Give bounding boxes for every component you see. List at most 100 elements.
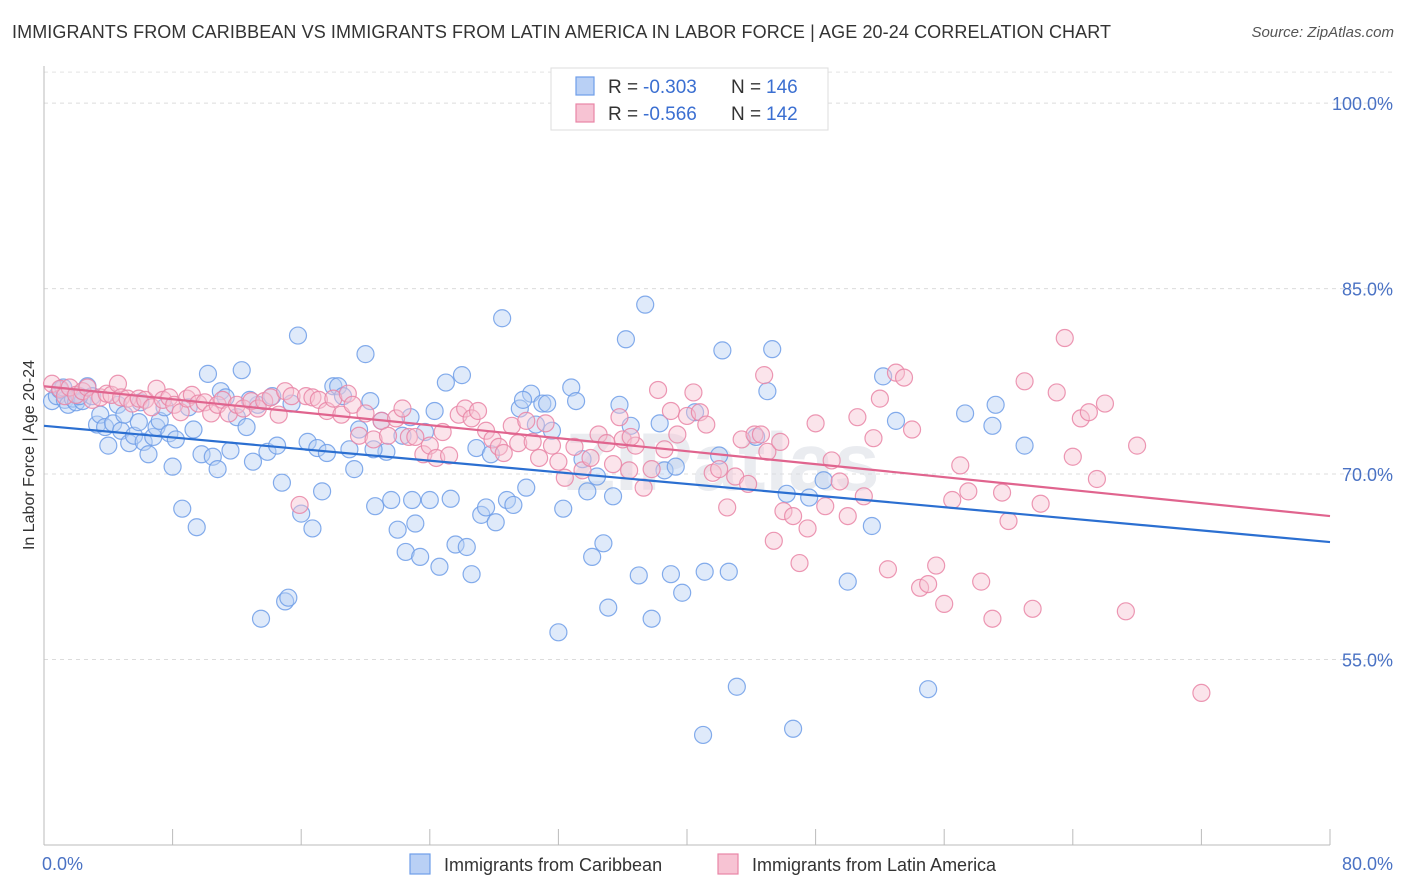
data-point — [983, 416, 1002, 435]
data-point — [848, 408, 867, 427]
trend-line-latin-america — [43, 385, 1331, 518]
legend: Immigrants from Caribbean Immigrants from… — [409, 853, 997, 875]
data-point — [457, 537, 476, 557]
data-point — [378, 426, 398, 445]
y-tick-label: 55.0% — [1342, 651, 1393, 671]
data-point — [349, 426, 369, 445]
data-point — [684, 383, 703, 402]
data-point — [816, 497, 835, 516]
data-point — [425, 401, 444, 421]
data-point — [364, 430, 383, 449]
data-point — [163, 457, 182, 476]
stats-r-value: -0.566 — [643, 104, 697, 125]
data-point — [536, 414, 555, 433]
data-point — [166, 430, 185, 449]
data-points — [42, 295, 1211, 745]
data-point — [610, 408, 629, 427]
data-point — [642, 460, 661, 479]
data-point — [523, 432, 542, 451]
data-point — [830, 472, 849, 491]
data-point — [983, 609, 1002, 628]
data-point — [243, 452, 263, 471]
data-point — [549, 452, 568, 471]
data-point — [790, 553, 809, 573]
data-point — [258, 442, 277, 461]
data-point — [814, 471, 833, 490]
data-point — [272, 473, 292, 492]
data-point — [621, 427, 640, 447]
data-point — [751, 425, 771, 444]
data-point — [439, 446, 459, 465]
y-axis-title: In Labor Force | Age 20-24 — [21, 360, 38, 550]
data-point — [862, 516, 881, 536]
chart-source: Source: ZipAtlas.com — [1251, 24, 1394, 41]
data-point — [955, 404, 975, 423]
data-point — [745, 425, 764, 444]
data-point — [565, 437, 584, 456]
legend-label: Immigrants from Latin America — [752, 855, 997, 875]
data-point — [388, 520, 407, 539]
data-point — [476, 498, 496, 517]
data-point — [396, 542, 415, 562]
data-point — [634, 478, 653, 497]
data-point — [393, 399, 412, 418]
data-point — [192, 445, 211, 464]
data-point — [758, 382, 777, 401]
data-point — [1079, 403, 1098, 422]
data-point — [894, 368, 914, 387]
axes — [43, 66, 1331, 846]
data-point — [494, 443, 513, 463]
data-point — [187, 518, 206, 537]
data-point — [999, 511, 1018, 531]
data-point — [854, 487, 873, 506]
data-point — [719, 562, 738, 581]
data-point — [366, 497, 385, 516]
data-point — [430, 557, 449, 576]
stats-n-label: N = — [731, 104, 761, 125]
data-point — [798, 519, 817, 538]
data-point — [642, 609, 661, 628]
data-point — [526, 415, 545, 434]
data-point — [838, 506, 857, 526]
data-point — [695, 562, 714, 581]
data-point — [173, 499, 192, 518]
data-point — [462, 409, 481, 428]
data-point — [610, 395, 629, 414]
legend-swatch — [409, 853, 431, 875]
data-point — [533, 394, 552, 413]
y-tick-label: 100.0% — [1332, 94, 1393, 114]
data-point — [764, 531, 783, 550]
data-point — [338, 384, 357, 403]
data-point — [763, 340, 782, 359]
data-point — [232, 361, 251, 380]
data-point — [668, 425, 687, 444]
data-point — [242, 391, 261, 411]
stats-n-label: N = — [731, 77, 761, 98]
data-point — [783, 719, 803, 738]
data-point — [655, 461, 674, 480]
data-point — [504, 495, 523, 515]
data-point — [150, 411, 169, 430]
data-point — [800, 488, 819, 507]
x-tick-label: 0.0% — [42, 854, 83, 874]
data-point — [629, 566, 648, 585]
stats-n-value: 142 — [766, 104, 798, 125]
data-point — [1087, 469, 1107, 489]
data-point — [489, 437, 509, 456]
data-point — [345, 460, 364, 479]
data-point — [927, 556, 946, 575]
data-point — [549, 623, 568, 642]
data-point — [406, 514, 425, 533]
data-point — [468, 401, 488, 421]
x-tick-labels: 0.0% 80.0% — [42, 854, 1393, 874]
data-point — [562, 378, 581, 397]
data-point — [935, 594, 954, 613]
data-point — [356, 345, 375, 364]
data-point — [129, 413, 148, 432]
data-point — [783, 506, 803, 526]
data-point — [771, 432, 790, 451]
stats-r-label: R = — [608, 104, 638, 125]
data-point — [1055, 328, 1074, 348]
data-point — [661, 565, 681, 584]
